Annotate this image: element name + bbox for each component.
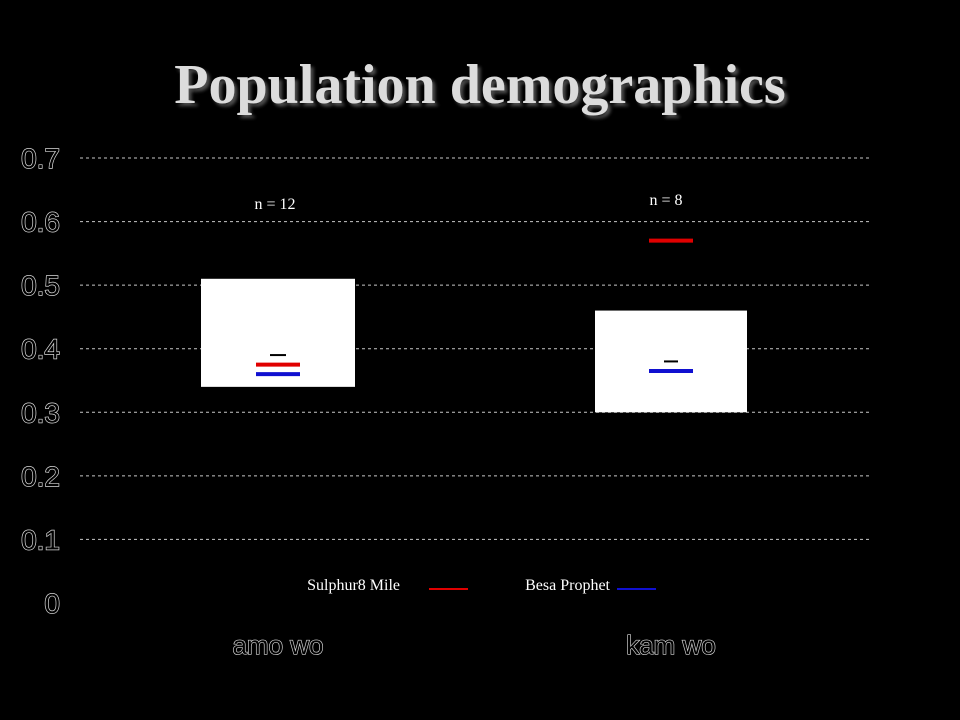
legend-label-sulphur8-mile: Sulphur8 Mile	[307, 577, 400, 594]
n-label: n = 8	[649, 192, 682, 209]
y-axis-ticks: 0.7 0.6 0.5 0.4 0.3 0.2 0.1 0	[20, 142, 60, 619]
y-tick-label: 0.1	[21, 524, 60, 555]
y-tick-label: 0.6	[21, 207, 60, 238]
y-tick-label: 0.2	[21, 461, 60, 492]
y-tick-label: 0.4	[21, 334, 60, 365]
x-category-label: kam wo	[626, 630, 716, 660]
y-tick-label: 0.7	[21, 143, 60, 174]
x-category-label: amo wo	[232, 630, 323, 660]
grid-lines	[80, 157, 870, 540]
y-tick-label: 0.5	[21, 270, 60, 301]
chart-title: Population demographics	[174, 54, 785, 116]
legend: Sulphur8 Mile Besa Prophet	[307, 577, 656, 594]
y-tick-label: 0	[44, 588, 60, 619]
box	[201, 278, 355, 387]
box-plots: n = 12 amo wo n = 8 kam wo	[201, 192, 747, 661]
y-tick-label: 0.3	[21, 397, 60, 428]
n-label: n = 12	[254, 196, 295, 213]
legend-label-besa-prophet: Besa Prophet	[525, 577, 610, 594]
